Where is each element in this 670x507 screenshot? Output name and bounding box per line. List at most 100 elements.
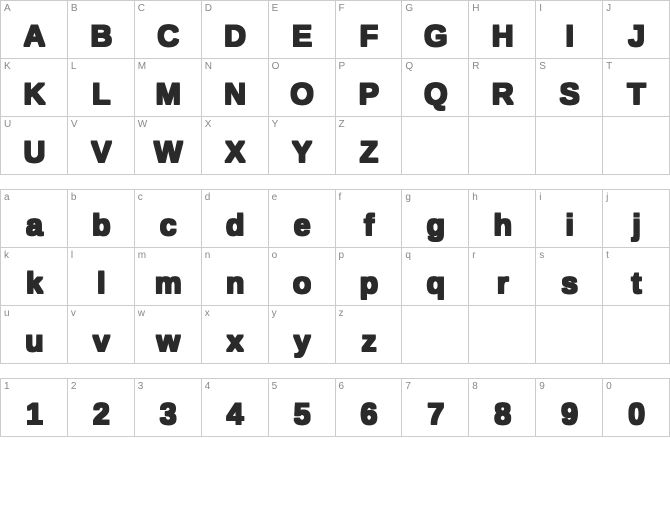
cell-label: e xyxy=(272,192,278,203)
cell-label: x xyxy=(205,308,210,319)
glyph-cell: 66 xyxy=(336,379,403,437)
glyph: n xyxy=(226,267,243,301)
uppercase-grid: AABBCCDDEEFFGGHHIIJJKKLLMMNNOOPPQQRRSSTT… xyxy=(0,0,670,175)
cell-label: P xyxy=(339,61,346,72)
cell-label: I xyxy=(539,3,542,14)
glyph: 9 xyxy=(561,398,577,432)
cell-label: 2 xyxy=(71,381,77,392)
glyph-cell: VV xyxy=(68,117,135,175)
glyph: u xyxy=(25,325,42,359)
glyph: J xyxy=(628,20,644,54)
glyph: O xyxy=(290,78,312,112)
glyph-cell xyxy=(603,117,670,175)
cell-label: 8 xyxy=(472,381,478,392)
glyph-cell: 11 xyxy=(1,379,68,437)
glyph-cell xyxy=(469,306,536,364)
glyph-cell: zz xyxy=(336,306,403,364)
glyph: b xyxy=(92,209,109,243)
glyph-cell: EE xyxy=(269,1,336,59)
cell-label: 9 xyxy=(539,381,545,392)
cell-label: k xyxy=(4,250,9,261)
glyph-cell: 22 xyxy=(68,379,135,437)
glyph-cell: DD xyxy=(202,1,269,59)
glyph-cell xyxy=(402,117,469,175)
cell-label: F xyxy=(339,3,345,14)
glyph-cell: hh xyxy=(469,190,536,248)
glyph-cell: NN xyxy=(202,59,269,117)
glyph: z xyxy=(361,325,375,359)
glyph-cell xyxy=(536,117,603,175)
glyph: 5 xyxy=(294,398,310,432)
glyph-cell: kk xyxy=(1,248,68,306)
cell-label: n xyxy=(205,250,211,261)
glyph-cell: 33 xyxy=(135,379,202,437)
cell-label: J xyxy=(606,3,611,14)
glyph-cell: 88 xyxy=(469,379,536,437)
glyph-cell: ss xyxy=(536,248,603,306)
glyph: x xyxy=(227,325,243,359)
glyph: M xyxy=(156,78,180,112)
cell-label: W xyxy=(138,119,147,130)
glyph: d xyxy=(226,209,243,243)
cell-label: t xyxy=(606,250,609,261)
cell-label: 4 xyxy=(205,381,211,392)
glyph-cell: ii xyxy=(536,190,603,248)
cell-label: m xyxy=(138,250,146,261)
glyph-cell xyxy=(469,117,536,175)
cell-label: X xyxy=(205,119,212,130)
glyph-cell: gg xyxy=(402,190,469,248)
glyph-cell: cc xyxy=(135,190,202,248)
glyph-cell: MM xyxy=(135,59,202,117)
cell-label: C xyxy=(138,3,145,14)
glyph: k xyxy=(26,267,42,301)
glyph-cell: OO xyxy=(269,59,336,117)
cell-label: T xyxy=(606,61,612,72)
glyph: C xyxy=(157,20,178,54)
glyph: 6 xyxy=(361,398,377,432)
glyph: w xyxy=(157,325,179,359)
glyph-cell: nn xyxy=(202,248,269,306)
cell-label: 1 xyxy=(4,381,10,392)
cell-label: R xyxy=(472,61,479,72)
glyph-cell: mm xyxy=(135,248,202,306)
glyph-cell: dd xyxy=(202,190,269,248)
glyph-cell: oo xyxy=(269,248,336,306)
glyph-cell: 99 xyxy=(536,379,603,437)
glyph-cell: tt xyxy=(603,248,670,306)
glyph-cell: AA xyxy=(1,1,68,59)
cell-label: i xyxy=(539,192,541,203)
cell-label: L xyxy=(71,61,77,72)
glyph: h xyxy=(494,209,511,243)
glyph-cell: jj xyxy=(603,190,670,248)
glyph-cell: XX xyxy=(202,117,269,175)
glyph: t xyxy=(632,267,641,301)
glyph-cell: 77 xyxy=(402,379,469,437)
glyph: U xyxy=(24,136,45,170)
glyph: q xyxy=(427,267,444,301)
glyph: G xyxy=(424,20,446,54)
glyph: a xyxy=(26,209,42,243)
cell-label: u xyxy=(4,308,10,319)
glyph: f xyxy=(364,209,373,243)
cell-label: a xyxy=(4,192,10,203)
glyph-cell: qq xyxy=(402,248,469,306)
glyph: Q xyxy=(424,78,446,112)
glyph-cell: QQ xyxy=(402,59,469,117)
glyph: i xyxy=(565,209,572,243)
glyph: P xyxy=(359,78,378,112)
glyph-cell: KK xyxy=(1,59,68,117)
cell-label: Q xyxy=(405,61,413,72)
glyph: 4 xyxy=(227,398,243,432)
glyph: A xyxy=(24,20,45,54)
glyph: D xyxy=(224,20,245,54)
glyph-cell: ZZ xyxy=(336,117,403,175)
glyph: Y xyxy=(292,136,311,170)
glyph: R xyxy=(492,78,513,112)
cell-label: f xyxy=(339,192,342,203)
glyph-cell: vv xyxy=(68,306,135,364)
glyph: Z xyxy=(360,136,377,170)
cell-label: b xyxy=(71,192,77,203)
glyph: W xyxy=(154,136,181,170)
cell-label: g xyxy=(405,192,411,203)
glyph-cell: ff xyxy=(336,190,403,248)
